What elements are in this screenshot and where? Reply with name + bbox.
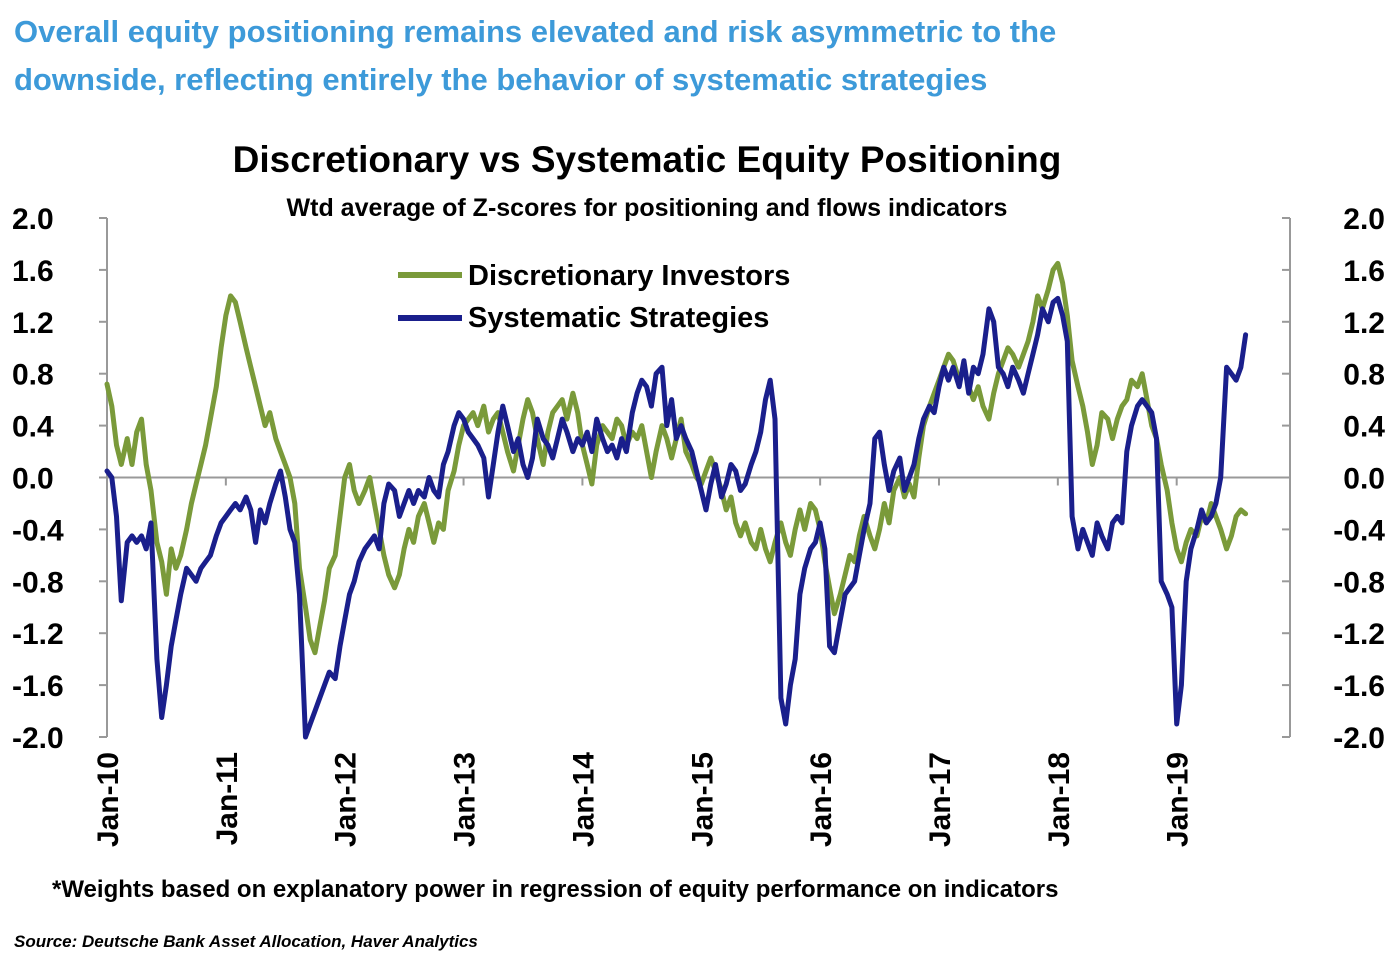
y-tick-label-right: 0.8 xyxy=(1343,359,1385,392)
x-tick-label: Jan-18 xyxy=(1043,752,1076,847)
footnote: *Weights based on explanatory power in r… xyxy=(52,876,1059,903)
y-tick-label-right: 0.0 xyxy=(1343,463,1385,496)
axes: 2.0 2.0 1.6 1.6 1.2 1.2 0.8 0.8 0.4 0.4 0.0 0.0 -0.4… xyxy=(12,203,1385,847)
y-tick-label-left: 0.0 xyxy=(12,463,54,496)
series-lines xyxy=(104,260,1249,740)
y-tick-label-right: 1.2 xyxy=(1343,307,1385,340)
y-tick-label-left: 2.0 xyxy=(12,203,54,236)
y-tick-label-right: 1.6 xyxy=(1343,255,1385,288)
chart-subtitle: Wtd average of Z-scores for positioning … xyxy=(287,194,1008,222)
x-tick-label: Jan-13 xyxy=(449,752,482,847)
headline-line-1: Overall equity positioning remains eleva… xyxy=(14,14,1057,49)
y-tick-label-right: -0.4 xyxy=(1333,514,1385,547)
source-note: Source: Deutsche Bank Asset Allocation, … xyxy=(14,932,478,951)
y-tick-label-left: 0.4 xyxy=(12,411,54,444)
headline: Overall equity positioning remains eleva… xyxy=(14,8,1384,104)
y-tick-label-right: -1.2 xyxy=(1333,618,1385,651)
x-tick-label: Jan-16 xyxy=(805,752,838,847)
chart-title: Discretionary vs Systematic Equity Posit… xyxy=(233,139,1062,180)
legend-label-systematic: Systematic Strategies xyxy=(468,302,769,334)
y-tick-label-right: -1.6 xyxy=(1333,670,1385,703)
y-tick-label-left: 1.6 xyxy=(12,255,54,288)
x-tick-label: Jan-14 xyxy=(567,752,600,847)
x-tick-label: Jan-17 xyxy=(924,752,957,847)
y-tick-label-right: 0.4 xyxy=(1343,411,1385,444)
y-tick-label-right: 2.0 xyxy=(1343,203,1385,236)
y-tick-label-left: 1.2 xyxy=(12,307,54,340)
x-tick-label: Jan-11 xyxy=(211,752,244,845)
y-tick-label-left: -0.8 xyxy=(12,566,64,599)
y-tick-label-right: -0.8 xyxy=(1333,566,1385,599)
y-tick-label-left: 0.8 xyxy=(12,359,54,392)
x-tick-label: Jan-10 xyxy=(92,752,125,847)
x-tick-label: Jan-12 xyxy=(330,752,363,847)
legend: Discretionary Investors Systematic Strat… xyxy=(398,260,790,334)
y-tick-label-left: -2.0 xyxy=(12,722,64,755)
x-tick-label: Jan-19 xyxy=(1162,752,1195,847)
x-tick-label: Jan-15 xyxy=(686,752,719,847)
headline-line-2: downside, reflecting entirely the behavi… xyxy=(14,62,988,97)
y-tick-label-right: -2.0 xyxy=(1333,722,1385,755)
y-tick-label-left: -1.6 xyxy=(12,670,64,703)
legend-label-discretionary: Discretionary Investors xyxy=(468,260,790,292)
y-tick-label-left: -0.4 xyxy=(12,514,64,547)
series-line-systematic xyxy=(104,295,1249,740)
y-tick-label-left: -1.2 xyxy=(12,618,64,651)
